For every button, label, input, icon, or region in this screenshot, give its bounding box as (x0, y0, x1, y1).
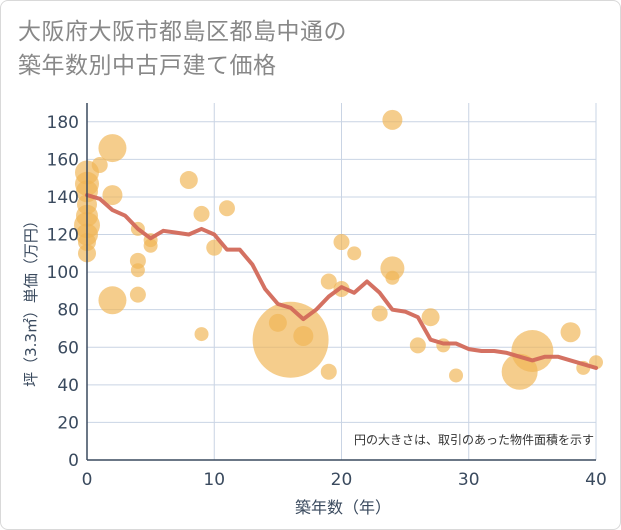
axes (86, 103, 596, 461)
bubble-point (91, 157, 108, 174)
y-tick-label: 20 (57, 413, 79, 433)
bubble-point (371, 305, 388, 322)
bubble-point (421, 308, 440, 327)
y-tick-label: 120 (47, 226, 79, 246)
bubble-point (347, 246, 362, 261)
bubble-point (194, 327, 209, 342)
y-tick-label: 100 (47, 263, 79, 283)
trend-line (85, 193, 598, 370)
bubble-point (333, 234, 350, 251)
bubble-point (206, 239, 223, 256)
chart-title: 大阪府大阪市都島区都島中通の 築年数別中古戸建て価格 (18, 15, 608, 83)
trend-series (85, 193, 598, 370)
chart-title-line-2: 築年数別中古戸建て価格 (18, 53, 277, 79)
bubble-point (98, 286, 127, 315)
bubble-point (98, 134, 127, 163)
bubble-point (320, 273, 337, 290)
bubble-point (449, 368, 464, 383)
bubble-point (130, 263, 145, 278)
bubble-point (293, 325, 314, 346)
x-tick-label: 30 (458, 470, 480, 490)
y-tick-label: 160 (47, 150, 79, 170)
bubble-point (143, 238, 158, 253)
bubble-point (179, 171, 198, 190)
bubble-point (129, 286, 146, 303)
bubble-point (252, 301, 329, 378)
y-tick-label: 0 (68, 451, 79, 471)
bubble-point (560, 322, 581, 343)
size-annotation: 円の大きさは、取引のあった物件面積を示す (354, 432, 594, 447)
x-tick-label: 10 (203, 470, 225, 490)
bubble-point (218, 200, 235, 217)
x-axis-title: 築年数（年） (295, 498, 391, 517)
x-tick-label: 40 (585, 470, 607, 490)
y-axis-title: 坪（3.3㎡）単価（万円） (22, 213, 40, 387)
bubble-point (511, 330, 554, 373)
bubble-point (409, 337, 426, 354)
x-tick-label: 0 (82, 470, 93, 490)
y-tick-label: 60 (57, 338, 79, 358)
bubble-point (385, 270, 400, 285)
tick-labels: 0 20 40 60 80 100 120 140 160 180 0 10 20 30 40 (47, 113, 607, 490)
bubble-point (320, 363, 337, 380)
chart-title-line-1: 大阪府大阪市都島区都島中通の (18, 19, 347, 45)
bubble-point (102, 185, 123, 206)
y-tick-label: 180 (47, 113, 79, 133)
y-tick-label: 140 (47, 188, 79, 208)
y-tick-label: 80 (57, 301, 79, 321)
bubble-series (74, 109, 603, 390)
y-tick-label: 40 (57, 376, 79, 396)
x-tick-label: 20 (331, 470, 353, 490)
bubble-point (193, 205, 210, 222)
bubble-point (382, 109, 403, 130)
